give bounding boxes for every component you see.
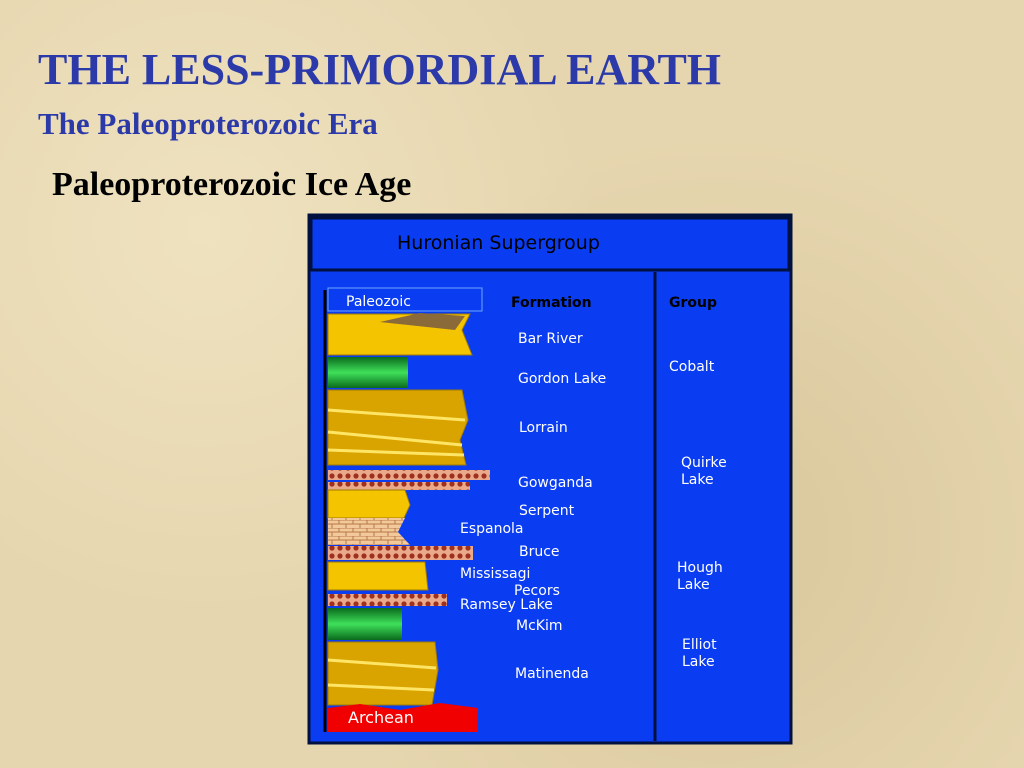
- diagram-title: Huronian Supergroup: [397, 232, 600, 254]
- formation-label: Bruce: [519, 544, 560, 560]
- top-label: Paleozoic: [346, 294, 411, 310]
- title-bar: [309, 216, 791, 272]
- group-label: Elliot: [682, 637, 717, 653]
- formation-label: Serpent: [519, 503, 575, 519]
- subtitle: The Paleoproterozoic Era: [38, 106, 378, 141]
- group-label: Lake: [682, 654, 715, 670]
- group-label: Lake: [677, 577, 710, 593]
- formation-label: Gordon Lake: [518, 371, 606, 387]
- bottom-label: Archean: [348, 708, 414, 727]
- group-label: Cobalt: [669, 359, 715, 375]
- formation-label: Espanola: [460, 521, 524, 537]
- group-header: Group: [669, 295, 717, 311]
- strata: [327, 313, 490, 732]
- formation-label: McKim: [516, 618, 562, 634]
- formation-label: Matinenda: [515, 666, 589, 682]
- formation-label: Pecors: [514, 583, 560, 599]
- formation-label: Bar River: [518, 331, 583, 347]
- formation-label: Gowganda: [518, 475, 593, 491]
- formation-header: Formation: [511, 295, 592, 311]
- formation-label: Lorrain: [519, 420, 568, 436]
- heading: Paleoproterozoic Ice Age: [52, 166, 412, 203]
- paleozoic-box: [327, 287, 483, 312]
- group-label: Quirke: [681, 455, 727, 471]
- group-label: Lake: [681, 472, 714, 488]
- title: THE LESS-PRIMORDIAL EARTH: [38, 45, 722, 94]
- formation-label: Mississagi: [460, 566, 530, 582]
- formation-label: Ramsey Lake: [460, 597, 553, 613]
- group-label: Hough: [677, 560, 723, 576]
